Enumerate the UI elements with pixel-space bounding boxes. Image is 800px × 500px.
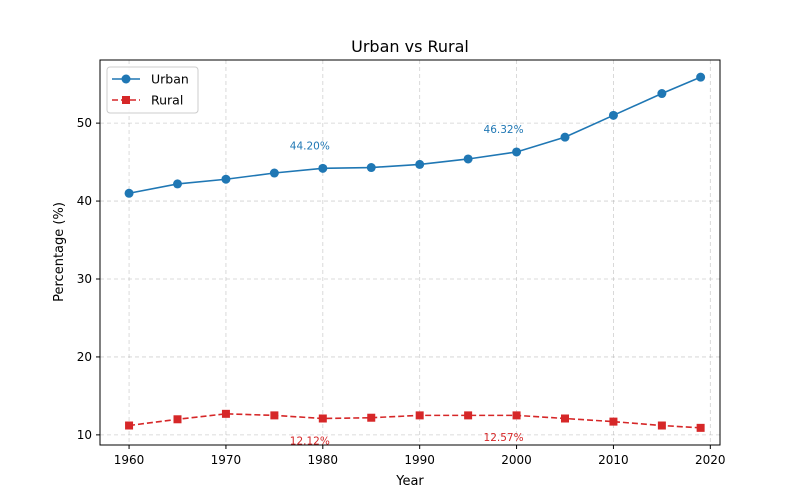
urban-point bbox=[657, 89, 667, 99]
rural-point bbox=[221, 409, 230, 418]
rural-point bbox=[173, 415, 182, 424]
rural-point bbox=[609, 417, 618, 426]
urban-point bbox=[696, 72, 706, 82]
rural-point bbox=[657, 421, 666, 430]
urban-point bbox=[463, 154, 473, 164]
urban-line bbox=[128, 76, 701, 195]
x-tick-label: 1980 bbox=[308, 453, 339, 467]
urban-point bbox=[415, 159, 425, 169]
x-tick-label: 1990 bbox=[404, 453, 435, 467]
y-tick-label: 30 bbox=[77, 272, 92, 286]
rural-point bbox=[125, 421, 134, 430]
rural-point bbox=[318, 414, 327, 423]
annotation-label: 12.12% bbox=[290, 435, 330, 447]
x-tick-label: 2020 bbox=[695, 453, 726, 467]
chart-title: Urban vs Rural bbox=[351, 37, 469, 56]
series-rural bbox=[125, 409, 705, 432]
series-urban bbox=[124, 72, 706, 198]
x-tick-label: 2000 bbox=[501, 453, 532, 467]
annotations: 44.20% 46.32% 12.12% 12.57% bbox=[290, 124, 524, 448]
legend-marker-urban bbox=[121, 74, 131, 84]
rural-point bbox=[415, 411, 424, 420]
legend-marker-rural bbox=[122, 96, 130, 104]
urban-point bbox=[124, 188, 134, 198]
plot-frame bbox=[99, 59, 721, 446]
x-tick-label: 1970 bbox=[211, 453, 242, 467]
y-tick-label: 50 bbox=[77, 116, 92, 130]
annotation-label: 12.57% bbox=[484, 432, 524, 444]
urban-point bbox=[221, 174, 231, 184]
urban-point bbox=[173, 179, 182, 189]
legend-label-urban: Urban bbox=[151, 72, 189, 87]
x-tick-label: 1960 bbox=[114, 453, 145, 467]
urban-point bbox=[560, 132, 570, 142]
y-tick-label: 10 bbox=[77, 428, 92, 442]
annotation-label: 44.20% bbox=[290, 140, 330, 152]
y-axis-label: Percentage (%) bbox=[52, 202, 67, 302]
ticks: 1960 1970 1980 1990 2000 2010 2020 10 20 30 40 50 bbox=[77, 116, 726, 467]
rural-point bbox=[561, 414, 569, 423]
urban-point bbox=[512, 147, 522, 157]
urban-point bbox=[608, 110, 618, 120]
rural-point bbox=[270, 411, 279, 420]
urban-point bbox=[269, 168, 279, 178]
x-tick-label: 2010 bbox=[598, 453, 629, 467]
annotation-label: 46.32% bbox=[484, 124, 524, 136]
legend: Urban Rural bbox=[106, 66, 199, 114]
legend-label-rural: Rural bbox=[151, 93, 183, 108]
y-tick-label: 40 bbox=[77, 194, 92, 208]
rural-point bbox=[696, 423, 705, 432]
urban-point bbox=[318, 163, 328, 173]
y-tick-label: 20 bbox=[77, 350, 92, 364]
rural-point bbox=[464, 411, 473, 420]
rural-point bbox=[367, 413, 376, 422]
grid bbox=[100, 60, 720, 445]
rural-point bbox=[512, 411, 521, 420]
series-layer bbox=[124, 72, 706, 432]
urban-point bbox=[366, 163, 376, 173]
x-axis-label: Year bbox=[395, 474, 424, 489]
